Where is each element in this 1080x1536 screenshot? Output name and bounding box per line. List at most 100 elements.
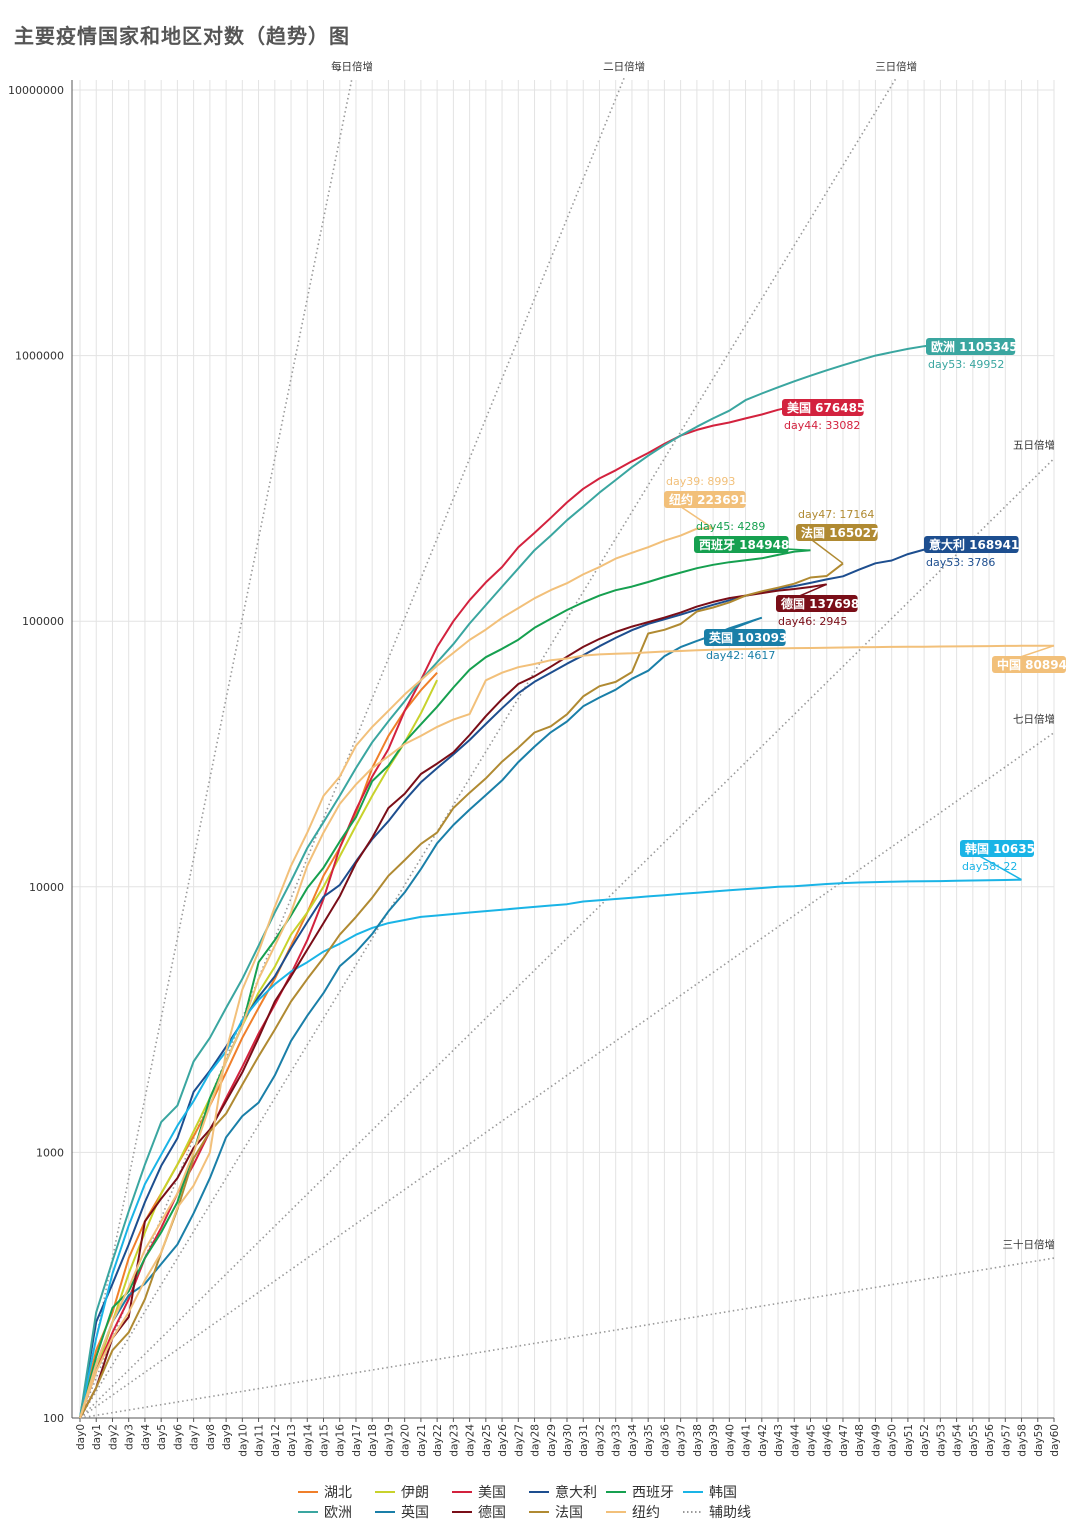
legend-item: 纽约 [606,1505,660,1521]
x-tick-label: day25 [481,1424,493,1457]
callout-day-note: day47: 17164 [798,508,874,521]
callout-box [694,536,789,553]
callout-box [960,840,1034,857]
reference-line [79,77,897,1419]
series-lines [79,343,1054,1419]
callout-label: 法国 165027 [801,525,879,540]
x-tick-label: day4 [140,1424,152,1450]
x-tick-label: day35 [643,1424,655,1457]
callout-label: 西班牙 184948 [699,537,789,552]
callout-day-note: day44: 33082 [784,419,860,432]
x-tick-label: day38 [692,1424,704,1457]
x-tick-label: day59 [1033,1424,1045,1457]
callout-day-note: day53: 49952 [928,358,1004,371]
x-tick-label: day47 [838,1424,850,1457]
callout-box [924,536,1019,553]
series-line [79,679,438,1419]
legend-label: 韩国 [709,1485,737,1501]
x-tick-label: day33 [611,1424,623,1457]
x-tick-label: day36 [659,1424,671,1457]
x-tick-label: day58 [1017,1424,1029,1457]
x-tick-label: day53 [935,1424,947,1457]
callout-label: 德国 137698 [781,596,859,611]
series-line [79,546,941,1419]
legend-label: 湖北 [324,1485,352,1501]
series-line [79,583,827,1419]
y-tick-label: 1000000 [15,350,64,363]
x-tick-label: day52 [919,1424,931,1457]
legend-item: 欧洲 [298,1505,352,1521]
x-tick-label: day2 [107,1424,119,1450]
x-tick-label: day51 [903,1424,915,1457]
callout-美国: 美国 676485 day44: 33082 [782,399,865,432]
series-line [79,549,811,1419]
callout-欧洲: 欧洲 1105345 day53: 49952 [926,338,1018,371]
chart-title: 主要疫情国家和地区对数（趋势）图 [14,24,350,48]
legend-label: 辅助线 [709,1505,751,1521]
x-tick-label: day57 [1000,1424,1012,1457]
x-tick-label: day27 [513,1424,525,1457]
reference-line [79,732,1055,1419]
x-tick-label: day20 [400,1424,412,1457]
legend-label: 美国 [478,1485,506,1501]
series-line [79,343,941,1419]
legend-item: 辅助线 [683,1505,751,1521]
x-tick-label: day13 [286,1424,298,1457]
legend-item: 意大利 [529,1484,597,1501]
x-tick-label: day24 [465,1424,477,1457]
x-tick-label: day19 [383,1424,395,1457]
y-tick-label: 10000000 [8,84,64,97]
callout-德国: 德国 137698 day46: 2945 [776,583,859,628]
y-tick-label: 10000 [29,881,64,894]
x-tick-label: day30 [562,1424,574,1457]
legend-label: 欧洲 [324,1505,352,1521]
callout-day-note: day53: 3786 [926,556,995,569]
x-tick-label: day15 [319,1424,331,1457]
x-tick-label: day43 [773,1424,785,1457]
axes: 100 1000 10000 100000 1000000 10000000 day0 day… [8,80,1061,1457]
x-tick-label: day49 [870,1424,882,1457]
legend-label: 伊朗 [401,1485,429,1501]
callout-韩国: 韩国 10635 day58: 22 [960,840,1035,881]
callout-day-note: day42: 4617 [706,649,775,662]
legend-item: 英国 [375,1504,429,1521]
x-tick-label: day8 [205,1424,217,1450]
legend-item: 美国 [452,1485,506,1501]
reference-line-label: 二日倍增 [603,60,645,73]
x-tick-label: day12 [270,1424,282,1457]
callout-day-note: day46: 2945 [778,615,847,628]
callout-label: 中国 80894 [997,657,1067,672]
callout-纽约: 纽约 223691 day39: 8993 [664,475,747,529]
legend-item: 法国 [529,1505,583,1521]
series-line [79,878,1022,1419]
x-tick-label: day7 [189,1424,201,1450]
series-line [79,527,714,1419]
callout-box [926,338,1016,355]
callout-day-note: day58: 22 [962,860,1017,873]
grid-lines [72,80,1055,1419]
callout-label: 意大利 168941 [929,537,1019,552]
x-tick-label: day5 [156,1424,168,1450]
x-tick-label: day6 [172,1424,184,1450]
legend-item: 韩国 [683,1485,737,1501]
x-tick-label: day37 [676,1424,688,1457]
legend-item: 伊朗 [375,1485,429,1501]
x-tick-label: day23 [448,1424,460,1457]
reference-line [79,77,353,1419]
x-tick-label: day1 [91,1424,103,1450]
callout-label: 欧洲 1105345 [931,339,1018,354]
y-tick-label: 100 [43,1412,64,1425]
x-tick-label: day9 [221,1424,233,1450]
legend-label: 意大利 [555,1484,597,1501]
x-tick-label: day31 [578,1424,590,1457]
legend-item: 湖北 [298,1485,352,1501]
x-tick-label: day10 [237,1424,249,1457]
x-tick-label: day0 [75,1424,87,1450]
callout-box [782,399,864,416]
legend-label: 德国 [478,1505,506,1521]
y-tick-label: 100000 [22,615,64,628]
x-tick-label: day56 [984,1424,996,1457]
x-tick-label: day29 [546,1424,558,1457]
callout-英国: 英国 103093 day42: 4617 [704,616,787,662]
